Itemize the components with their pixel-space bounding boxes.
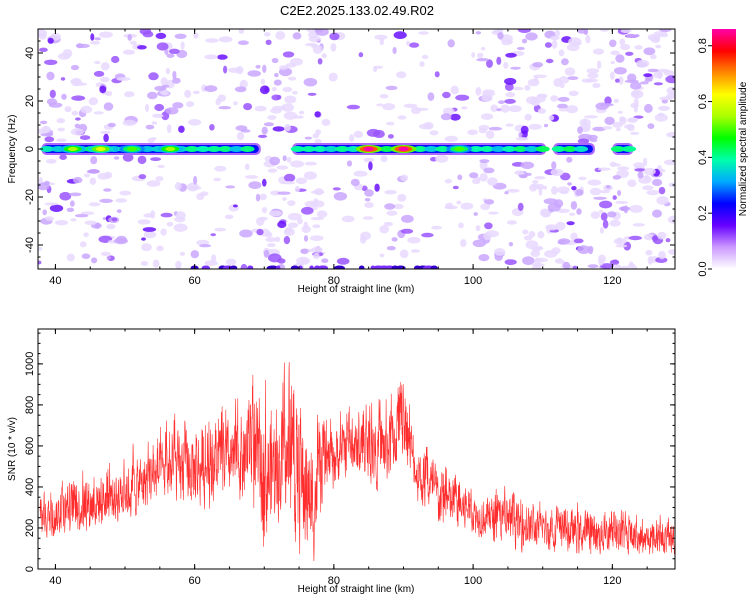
band-peak [157, 145, 184, 153]
band-peak [87, 145, 114, 153]
spectrogram-x-label: Height of straight line (km) [298, 284, 415, 295]
spectrogram-panel: 40 60 80 100 120 40 20 0 -20 -40 Height of strai… [7, 28, 676, 295]
colorbar-tick-label: 0.0 [697, 261, 709, 276]
y-tick-label: -20 [24, 189, 36, 205]
band-segment [610, 143, 637, 155]
x-tick-label: 40 [49, 575, 61, 587]
y-tick-label: 0 [24, 146, 36, 152]
snr-y-label: SNR (10 * v/v) [7, 417, 18, 481]
x-tick-label: 80 [328, 575, 340, 587]
x-tick-label: 80 [328, 275, 340, 287]
band-peak [59, 145, 86, 153]
y-tick-label: 0 [24, 566, 36, 572]
x-tick-label: 120 [603, 275, 621, 287]
x-tick-label: 100 [464, 575, 482, 587]
y-tick-label: 400 [24, 478, 36, 496]
x-tick-label: 120 [603, 575, 621, 587]
y-tick-label: 800 [24, 396, 36, 414]
y-tick-label: 200 [24, 519, 36, 537]
band-segment [290, 143, 550, 155]
colorbar-tick-label: 0.4 [697, 150, 709, 165]
band-peak [446, 145, 473, 153]
colorbar-label: Normalized spectral amplitude [738, 81, 749, 216]
colorbar-tick-label: 0.6 [697, 94, 709, 109]
snr-panel: 40 60 80 100 120 1000 800 600 400 200 0 Height of… [7, 328, 676, 595]
colorbar: 0.8 0.6 0.4 0.2 0.0 Normalized spectral ampl… [697, 29, 749, 277]
y-tick-label: 20 [24, 95, 36, 107]
spectrogram-y-ticks: 40 20 0 -20 -40 [24, 28, 675, 270]
x-tick-label: 60 [189, 575, 201, 587]
snr-x-ticks: 40 60 80 100 120 [49, 329, 648, 587]
snr-x-label: Height of straight line (km) [298, 584, 415, 595]
y-tick-label: 600 [24, 437, 36, 455]
snr-frame [37, 328, 676, 570]
snr-series-line [39, 362, 675, 562]
band-peak [355, 145, 382, 153]
band-peak [118, 145, 145, 153]
spectrogram-band [40, 143, 637, 155]
spectrogram-background-noise [38, 29, 675, 269]
y-tick-label: 1000 [24, 352, 36, 376]
colorbar-tick-label: 0.2 [697, 206, 709, 221]
band-peak [390, 145, 417, 153]
colorbar-gradient [712, 29, 736, 269]
spectrogram-y-label: Frequency (Hz) [7, 115, 18, 184]
x-tick-label: 100 [464, 275, 482, 287]
colorbar-tick-label: 0.8 [697, 38, 709, 53]
y-tick-label: -40 [24, 237, 36, 253]
spectrogram-x-ticks: 40 60 80 100 120 [49, 29, 648, 287]
x-tick-label: 40 [49, 275, 61, 287]
snr-y-ticks: 1000 800 600 400 200 0 [24, 332, 675, 572]
colorbar-ticks: 0.8 0.6 0.4 0.2 0.0 [697, 38, 712, 277]
x-tick-label: 60 [189, 275, 201, 287]
band-segment [551, 143, 595, 155]
figure-title: C2E2.2025.133.02.49.R02 [280, 3, 434, 18]
y-tick-label: 40 [24, 47, 36, 59]
